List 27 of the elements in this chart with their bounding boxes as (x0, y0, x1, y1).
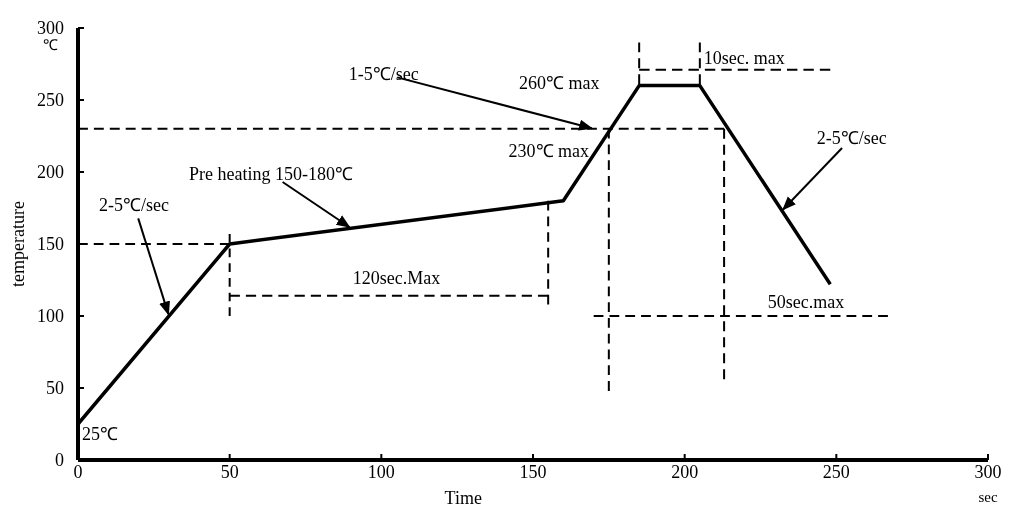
x-tick-label: 300 (974, 462, 1002, 482)
annotation: 1-5℃/sec (348, 63, 419, 84)
y-tick-label: 150 (37, 234, 64, 254)
annotation: 230℃ max (508, 140, 590, 161)
annotation: 120sec.Max (352, 267, 441, 288)
y-tick-label: 300 (37, 18, 64, 38)
annotation: 2-5℃/sec (816, 127, 887, 148)
x-tick-label: 100 (367, 462, 395, 482)
x-tick-label: 150 (519, 462, 547, 482)
x-tick-label: 200 (671, 462, 699, 482)
annotation: 50sec.max (767, 292, 845, 312)
annotation: Pre heating 150-180℃ (189, 164, 353, 185)
y-tick-label: 50 (46, 378, 64, 398)
x-tick-label: 50 (220, 462, 239, 482)
x-axis-title: Time (444, 488, 482, 508)
y-tick-label: 100 (37, 306, 64, 326)
x-tick-label: 0 (73, 462, 83, 482)
y-axis-title: temperature (8, 201, 28, 287)
annotation: 25℃ (82, 424, 118, 444)
annotation: 260℃ max (518, 72, 600, 93)
text: ℃ (42, 37, 58, 53)
text: sec (978, 489, 998, 505)
x-tick-label: 250 (822, 462, 850, 482)
y-tick-label: 200 (37, 162, 64, 182)
annotation: 10sec. max (703, 47, 785, 68)
y-tick-label: 250 (37, 90, 64, 110)
annotation: 2-5℃/sec (99, 195, 169, 215)
